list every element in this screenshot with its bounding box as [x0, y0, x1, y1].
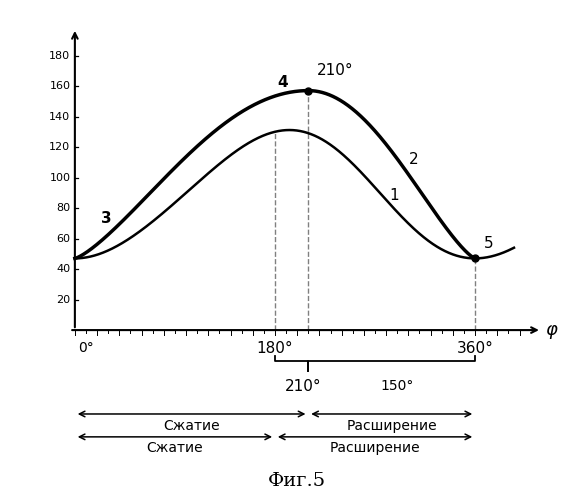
- Text: 1: 1: [389, 188, 399, 204]
- Text: 360°: 360°: [457, 341, 494, 356]
- Text: 180°: 180°: [257, 341, 293, 356]
- Text: 160: 160: [49, 81, 70, 91]
- Text: 2: 2: [409, 152, 418, 166]
- Text: φ: φ: [545, 321, 557, 339]
- Text: 150°: 150°: [381, 379, 414, 393]
- Text: Расширение: Расширение: [346, 418, 437, 432]
- Text: Сжатие: Сжатие: [147, 442, 203, 456]
- Text: 180: 180: [49, 50, 70, 60]
- Text: 20: 20: [56, 294, 70, 304]
- Text: 210°: 210°: [285, 379, 321, 394]
- Text: Расширение: Расширение: [330, 442, 420, 456]
- Text: 40: 40: [56, 264, 70, 274]
- Text: 120: 120: [49, 142, 70, 152]
- Text: 100: 100: [49, 172, 70, 182]
- Text: 80: 80: [56, 203, 70, 213]
- Text: 5: 5: [484, 236, 494, 250]
- Text: Фиг.5: Фиг.5: [268, 472, 327, 490]
- Text: 210°: 210°: [317, 64, 354, 78]
- Text: 3: 3: [101, 211, 111, 226]
- Text: 60: 60: [56, 234, 70, 243]
- Text: 0°: 0°: [78, 341, 94, 355]
- Text: 140: 140: [49, 112, 70, 122]
- Text: Сжатие: Сжатие: [164, 418, 220, 432]
- Text: 4: 4: [278, 76, 288, 90]
